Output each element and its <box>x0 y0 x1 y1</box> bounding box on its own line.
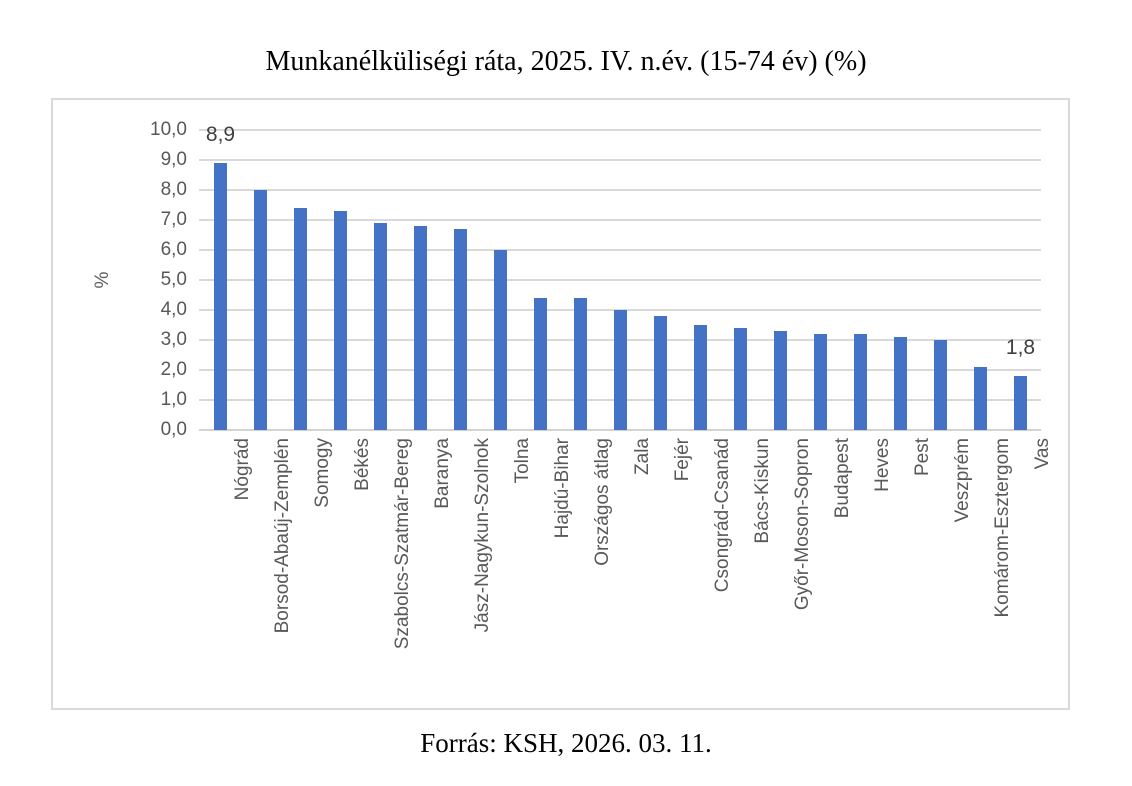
bar <box>854 334 867 430</box>
chart-frame: 0,0 1,0 2,0 3,0 4,0 5,0 6,0 7,0 8,0 9,0 10,0 Nógrád… <box>51 98 1070 710</box>
y-axis-tick-label: 2,0 <box>160 359 187 380</box>
y-axis-tick-label: 9,0 <box>160 149 187 170</box>
gridline <box>199 159 1041 161</box>
category-label: Pest <box>911 438 933 477</box>
category-label: Somogy <box>311 438 333 508</box>
y-axis-tick-label: 5,0 <box>160 269 187 290</box>
chart-title: Munkanélküliségi ráta, 2025. IV. n.év. (… <box>265 46 867 77</box>
bar <box>534 298 547 430</box>
category-label: Békés <box>351 438 373 491</box>
bar <box>254 190 267 430</box>
category-label: Komárom-Esztergom <box>991 438 1013 618</box>
bar <box>814 334 827 430</box>
bar-data-label: 1,8 <box>1005 336 1036 359</box>
gridline <box>199 219 1041 221</box>
bar <box>774 331 787 430</box>
category-label: Borsod-Abaúj-Zemplén <box>271 438 293 634</box>
bar <box>574 298 587 430</box>
y-axis-tick-label: 10,0 <box>150 119 187 140</box>
gridline <box>199 189 1041 191</box>
y-axis-tick-label: 1,0 <box>160 389 187 410</box>
y-axis-tick-label: 8,0 <box>160 179 187 200</box>
bar <box>654 316 667 430</box>
bar <box>494 250 507 430</box>
gridline <box>199 279 1041 281</box>
bar <box>894 337 907 430</box>
gridline <box>199 129 1041 131</box>
bar <box>1014 376 1027 430</box>
category-label: Jász-Nagykun-Szolnok <box>471 438 493 633</box>
bar <box>974 367 987 430</box>
bar <box>334 211 347 430</box>
bar <box>934 340 947 430</box>
bar-data-label: 8,9 <box>205 123 236 146</box>
y-axis-tick-label: 4,0 <box>160 299 187 320</box>
bar <box>734 328 747 430</box>
bar <box>454 229 467 430</box>
category-label: Heves <box>871 438 893 492</box>
y-axis-title: % <box>92 271 113 289</box>
category-label: Országos átlag <box>591 438 613 566</box>
category-label: Baranya <box>431 438 453 509</box>
bar <box>374 223 387 430</box>
category-label: Nógrád <box>231 438 253 501</box>
y-axis-tick-label: 0,0 <box>160 419 187 440</box>
category-label: Hajdú-Bihar <box>551 438 573 539</box>
bar <box>414 226 427 430</box>
x-axis-line <box>199 429 1041 431</box>
bar <box>694 325 707 430</box>
bar <box>214 163 227 430</box>
bar <box>614 310 627 430</box>
category-label: Zala <box>631 438 653 475</box>
bar <box>294 208 307 430</box>
y-axis-tick-label: 7,0 <box>160 209 187 230</box>
category-label: Szabolcs-Szatmár-Bereg <box>391 438 413 650</box>
category-label: Fejér <box>671 438 693 482</box>
category-label: Csongrád-Csanád <box>711 438 733 593</box>
category-label: Veszprém <box>951 438 973 523</box>
source-caption: Forrás: KSH, 2026. 03. 11. <box>420 728 712 758</box>
y-axis-tick-label: 3,0 <box>160 329 187 350</box>
category-label: Bács-Kiskun <box>751 438 773 544</box>
category-label: Budapest <box>831 438 853 519</box>
category-label: Vas <box>1031 438 1053 470</box>
gridline <box>199 249 1041 251</box>
y-axis-tick-label: 6,0 <box>160 239 187 260</box>
category-label: Tolna <box>511 438 533 484</box>
category-label: Győr-Moson-Sopron <box>791 438 813 611</box>
plot-area: 0,0 1,0 2,0 3,0 4,0 5,0 6,0 7,0 8,0 9,0 10,0 Nógrád… <box>53 100 1068 708</box>
